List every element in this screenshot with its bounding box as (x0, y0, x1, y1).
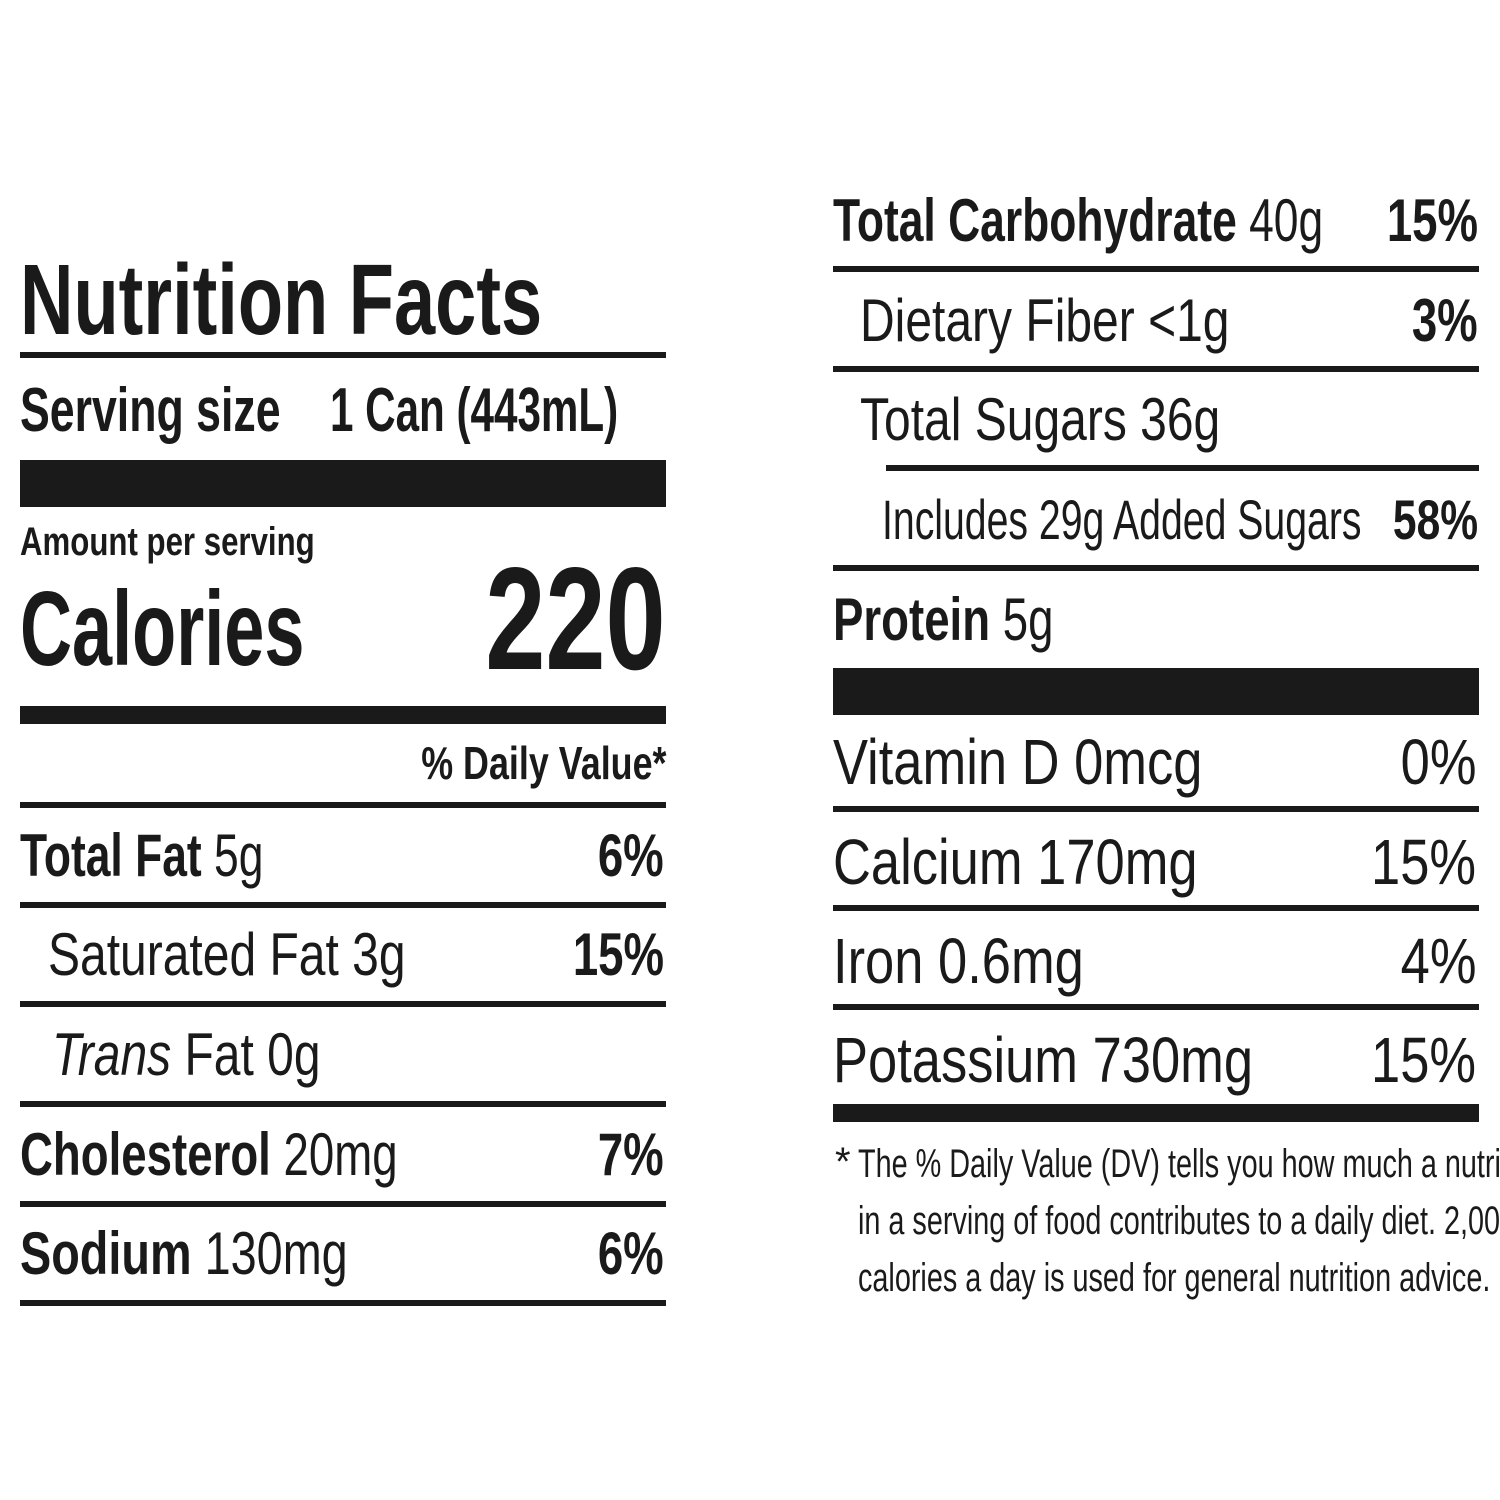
title-divider (20, 352, 666, 358)
calories-value: 220 (485, 537, 666, 700)
vitamin-name: Iron (833, 925, 924, 997)
footnote-line: The % Daily Value (DV) tells you how muc… (858, 1142, 1500, 1186)
nutrient-dv: 3% (1412, 287, 1478, 354)
divider (20, 902, 666, 908)
vitamin-name: Calcium (833, 826, 1023, 898)
nutrient-name: Protein (833, 586, 991, 653)
nutrient-dv: 15% (572, 921, 664, 988)
nutrient-dv: 6% (598, 822, 664, 889)
nutrient-name-italic: Trans (52, 1021, 172, 1088)
vitamin-dv: 15% (1370, 826, 1476, 898)
nutrient-amount: 40g (1249, 187, 1324, 254)
divider (833, 565, 1479, 571)
serving-size-label: Serving size (20, 376, 281, 445)
vitamin-amount: 730mg (1092, 1024, 1254, 1096)
label-title: Nutrition Facts (20, 244, 543, 356)
divider (833, 806, 1479, 812)
divider (833, 1004, 1479, 1010)
nutrient-dv: 6% (598, 1220, 664, 1287)
footnote-line: in a serving of food contributes to a da… (858, 1199, 1500, 1243)
nutrient-name: Total Sugars (860, 386, 1127, 453)
vitamin-amount: 0mcg (1074, 726, 1203, 798)
amount-per-serving: Amount per serving (20, 520, 315, 564)
nutrient-amount: 20mg (283, 1121, 398, 1188)
nutrient-amount: 5g (214, 822, 264, 889)
divider (20, 1201, 666, 1207)
thick-divider-vitamins (833, 668, 1479, 715)
footnote-line: calories a day is used for general nutri… (858, 1256, 1491, 1300)
nutrient-name: Fat (184, 1021, 254, 1088)
vitamin-name: Vitamin D (833, 726, 1060, 798)
vitamin-name: Potassium (833, 1024, 1079, 1096)
nutrient-dv: 15% (1386, 187, 1478, 254)
divider (20, 1300, 666, 1306)
divider (833, 905, 1479, 911)
divider (20, 1101, 666, 1107)
divider (20, 1001, 666, 1007)
nutrient-name: Includes 29g Added Sugars (882, 488, 1362, 551)
calories-label: Calories (20, 570, 305, 688)
nutrient-dv: 7% (598, 1121, 664, 1188)
nutrient-amount: 0g (267, 1021, 321, 1088)
vitamin-dv: 0% (1400, 726, 1476, 798)
calories-divider (20, 706, 666, 724)
nutrient-name: Saturated Fat (48, 921, 339, 988)
nutrient-name: Cholesterol (20, 1121, 271, 1188)
nutrient-amount: 36g (1140, 386, 1221, 453)
divider (833, 266, 1479, 272)
divider (20, 802, 666, 808)
thick-divider-top (20, 460, 666, 507)
footnote-marker: * (835, 1140, 851, 1184)
nutrient-name: Dietary Fiber (860, 287, 1135, 354)
serving-size-value: 1 Can (443mL) (330, 376, 619, 445)
nutrient-amount: 3g (352, 921, 406, 988)
nutrient-amount: <1g (1148, 287, 1230, 354)
vitamin-amount: 0.6mg (938, 925, 1084, 997)
vitamin-dv: 15% (1370, 1024, 1476, 1096)
nutrient-name: Total Fat (20, 822, 202, 889)
vitamin-amount: 170mg (1037, 826, 1198, 898)
nutrient-amount: 130mg (204, 1220, 348, 1287)
footnote-divider (833, 1104, 1479, 1122)
added-sugars-divider (886, 465, 1479, 471)
nutrient-name: Sodium (20, 1220, 192, 1287)
nutrient-amount: 5g (1002, 586, 1054, 653)
vitamin-dv: 4% (1400, 925, 1476, 997)
divider (833, 366, 1479, 372)
nutrient-dv: 58% (1392, 488, 1478, 551)
nutrient-name: Total Carbohydrate (833, 187, 1237, 254)
daily-value-header: % Daily Value* (420, 737, 666, 789)
